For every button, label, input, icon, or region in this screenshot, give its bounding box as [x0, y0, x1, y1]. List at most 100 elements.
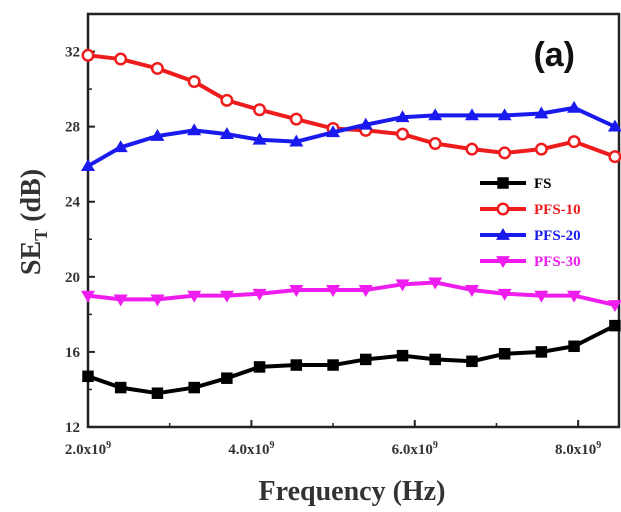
- x-tick-label: 6.0x109: [392, 440, 438, 458]
- data-point-pfs-20: [464, 108, 479, 121]
- data-point-pfs-30: [252, 288, 267, 301]
- legend-label: PFS-30: [534, 254, 581, 270]
- data-point-pfs-10: [220, 93, 234, 107]
- data-point-pfs-10: [534, 142, 548, 156]
- data-point-pfs-30: [395, 279, 410, 292]
- data-point-pfs-10: [289, 112, 303, 126]
- data-point-pfs-30: [219, 290, 234, 303]
- x-tick-exponent: 9: [106, 440, 111, 451]
- data-point-pfs-30: [464, 285, 479, 297]
- x-tick-mantissa: 8.0x10: [555, 442, 596, 458]
- data-point-pfs-20: [428, 108, 443, 121]
- legend-item-pfs-30: PFS-30: [480, 254, 581, 270]
- data-point-fs: [327, 359, 339, 371]
- series-pfs-20: [81, 100, 621, 171]
- legend-item-fs: FS: [480, 176, 552, 192]
- x-tick-exponent: 9: [596, 440, 601, 451]
- series-line-pfs-30: [87, 280, 616, 307]
- data-point-fs: [429, 353, 441, 366]
- data-point-fs: [498, 348, 511, 360]
- data-point-pfs-30: [113, 294, 128, 307]
- data-point-pfs-20: [113, 140, 128, 153]
- data-point-pfs-30: [81, 290, 95, 303]
- data-point-pfs-10: [608, 150, 621, 164]
- data-point-fs: [568, 340, 580, 353]
- data-point-fs: [151, 387, 164, 399]
- data-point-pfs-30: [497, 288, 512, 301]
- data-point-fs: [114, 381, 127, 394]
- legend-label: FS: [534, 176, 552, 192]
- data-point-pfs-10: [428, 137, 442, 151]
- data-point-pfs-20: [81, 159, 95, 171]
- y-tick-labels: 12 16 20 24 28 32: [65, 45, 81, 436]
- data-point-pfs-20: [358, 117, 373, 130]
- data-point-pfs-30: [607, 300, 621, 312]
- data-point-pfs-10: [114, 52, 128, 66]
- data-point-pfs-10: [567, 135, 581, 149]
- data-point-fs: [188, 381, 200, 394]
- data-point-pfs-10: [465, 142, 479, 156]
- data-point-pfs-20: [289, 134, 304, 147]
- data-point-pfs-30: [428, 277, 443, 290]
- data-point-fs: [253, 361, 266, 373]
- x-tick-exponent: 9: [270, 440, 275, 451]
- series-pfs-30: [81, 277, 621, 312]
- legend: FS PFS-10 PFS-20 PFS-30: [480, 176, 581, 270]
- data-point-pfs-20: [252, 132, 267, 145]
- data-point-pfs-10: [187, 75, 201, 89]
- series-layer: [81, 48, 621, 399]
- legend-item-pfs-10: PFS-10: [480, 202, 581, 218]
- data-point-pfs-10: [396, 127, 410, 141]
- legend-label: PFS-10: [534, 202, 581, 218]
- x-axis-title: Frequency (Hz): [259, 476, 446, 507]
- data-point-pfs-20: [187, 123, 202, 136]
- x-tick-exponent: 9: [433, 440, 438, 451]
- data-point-pfs-10: [150, 61, 164, 75]
- series-line-pfs-20: [87, 105, 616, 168]
- data-point-pfs-30: [150, 294, 165, 307]
- x-tick-mantissa: 6.0x10: [392, 442, 433, 458]
- legend-label: PFS-20: [534, 228, 581, 244]
- y-axis-title-unit: (dB): [16, 169, 47, 229]
- data-point-fs: [396, 349, 409, 362]
- data-point-fs: [466, 355, 478, 368]
- x-tick-label: 2.0x109: [65, 440, 111, 458]
- legend-marker: [497, 177, 509, 189]
- series-fs: [82, 319, 621, 399]
- data-point-fs: [360, 353, 372, 366]
- data-point-pfs-30: [534, 290, 549, 303]
- data-point-fs: [609, 319, 621, 332]
- data-point-pfs-30: [358, 285, 373, 297]
- y-tick-label: 32: [65, 45, 80, 61]
- series-pfs-10: [81, 48, 621, 164]
- legend-marker: [496, 256, 510, 268]
- y-tick-label: 20: [65, 270, 80, 286]
- y-axis-title: SET (dB): [16, 169, 51, 275]
- series-line-fs: [87, 323, 616, 396]
- x-tick-label: 8.0x109: [555, 440, 601, 458]
- y-axis-title-main: SE: [16, 241, 47, 275]
- data-point-pfs-20: [326, 125, 341, 138]
- data-point-pfs-30: [187, 290, 202, 303]
- data-point-pfs-10: [253, 103, 267, 117]
- data-point-pfs-10: [498, 146, 512, 160]
- y-tick-label: 28: [65, 120, 80, 136]
- data-point-fs: [82, 370, 94, 383]
- data-point-pfs-20: [219, 127, 234, 140]
- data-point-pfs-30: [567, 290, 582, 303]
- x-tick-mantissa: 4.0x10: [228, 442, 269, 458]
- data-point-pfs-20: [395, 110, 410, 123]
- data-point-pfs-20: [534, 106, 549, 119]
- data-point-pfs-20: [150, 129, 165, 141]
- plot-frame: [86, 12, 621, 429]
- data-point-fs: [535, 346, 548, 358]
- panel-label: (a): [533, 36, 575, 74]
- y-tick-label: 16: [65, 345, 81, 361]
- y-tick-label: 12: [65, 420, 80, 436]
- legend-marker: [496, 228, 510, 240]
- legend-marker: [496, 202, 510, 216]
- data-point-pfs-20: [567, 100, 582, 113]
- x-tick-labels: 2.0x109 4.0x109 6.0x109 8.0x109: [65, 440, 601, 458]
- data-point-pfs-10: [81, 48, 95, 62]
